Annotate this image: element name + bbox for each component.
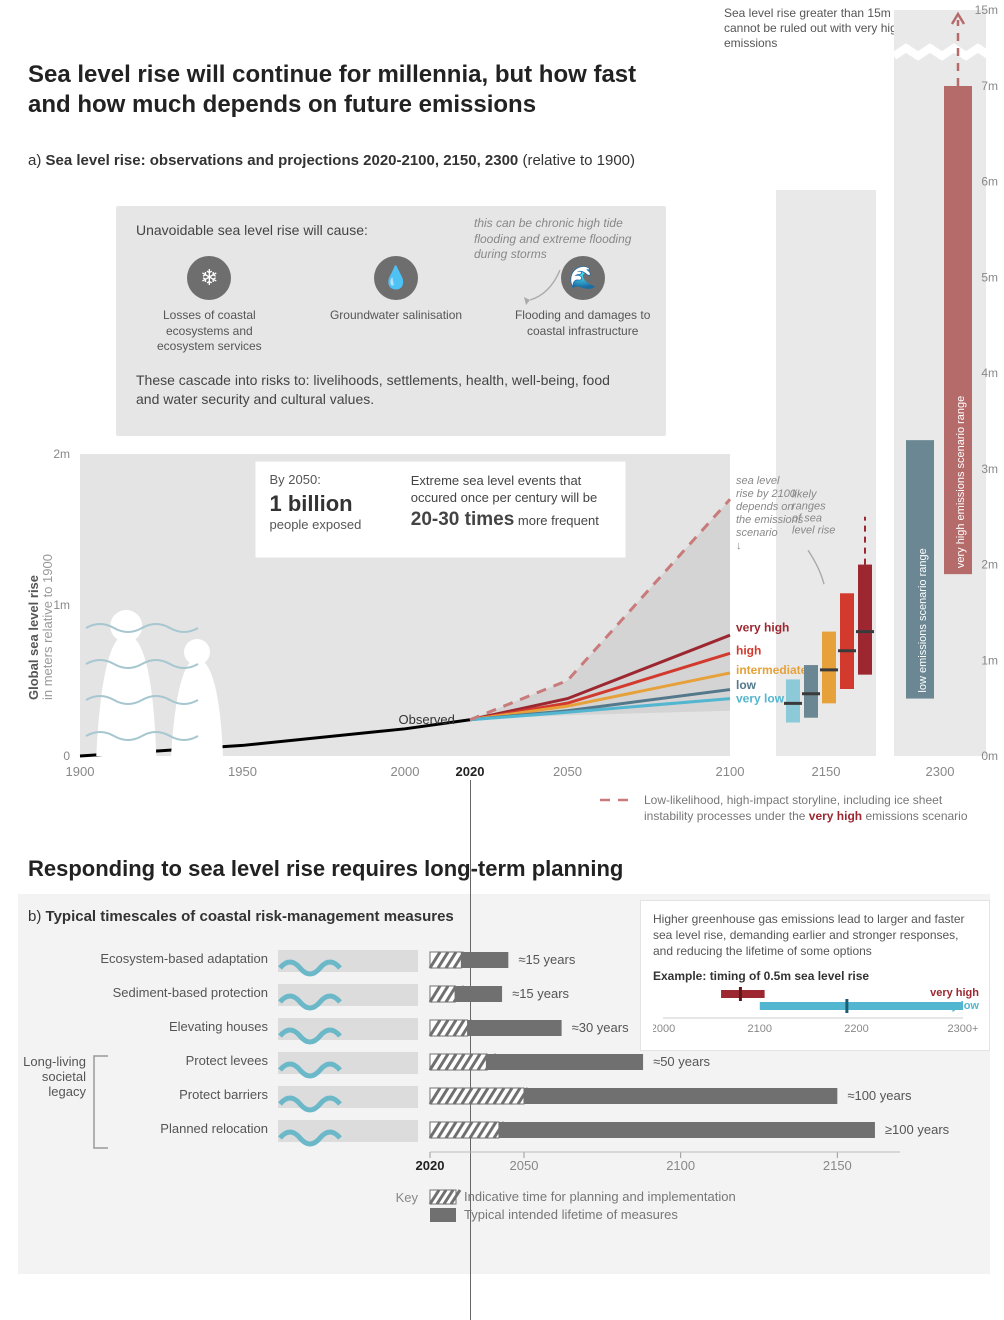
info-box-content: By 2050:1 billionpeople exposedExtreme s…: [270, 472, 620, 533]
measure-years: ≈30 years: [572, 1020, 629, 1035]
section-b-title: Responding to sea level rise requires lo…: [28, 856, 728, 882]
x-tick: 2100: [716, 764, 745, 779]
bar2300-low-label: low emissions scenario range: [917, 548, 929, 692]
callout-icon: 💧: [374, 256, 418, 300]
b-x-tick: 2020: [416, 1158, 445, 1173]
life-bar: [524, 1088, 837, 1104]
inset-box: Higher greenhouse gas emissions lead to …: [640, 900, 990, 1051]
right-tick: 1m: [981, 653, 998, 667]
x-tick: 2000: [391, 764, 420, 779]
inset-note: Higher greenhouse gas emissions lead to …: [653, 911, 977, 960]
box2150-very_high: [858, 565, 872, 675]
key-label: Key: [396, 1190, 419, 1205]
x-tick-2300: 2300: [926, 764, 955, 779]
y-tick: 2m: [53, 447, 70, 461]
right-tick: 6m: [981, 175, 998, 189]
y-tick: 0: [63, 749, 70, 763]
measure-years: ≈50 years: [653, 1054, 710, 1069]
right-tick: 5m: [981, 270, 998, 284]
b-x-tick: 2100: [666, 1158, 695, 1173]
callout-item-label: Groundwater salinisation: [323, 308, 470, 324]
right-tick-15: 15m: [975, 3, 998, 17]
key-plan: Indicative time for planning and impleme…: [464, 1189, 736, 1204]
life-bar: [468, 1020, 562, 1036]
proj-label: high: [736, 643, 761, 657]
measure-label: Planned relocation: [160, 1121, 268, 1136]
box2150-very_low: [786, 679, 800, 722]
bar2300-vh-label: very high emissions scenario range: [955, 396, 967, 568]
box2150-high: [840, 593, 854, 689]
measure-years: ≈100 years: [847, 1088, 912, 1103]
flood-note: this can be chronic high tide flooding a…: [474, 216, 644, 263]
measure-label: Protect levees: [186, 1053, 269, 1068]
brace: [94, 1056, 108, 1148]
y-tick: 1m: [53, 598, 70, 612]
b-x-tick: 2150: [823, 1158, 852, 1173]
callout-item-label: Flooding and damages to coastal infrastr…: [509, 308, 656, 339]
life-bar: [455, 986, 502, 1002]
measure-label: Protect barriers: [179, 1087, 268, 1102]
measure-years: ≥100 years: [885, 1122, 950, 1137]
inset-example-label: Example: timing of 0.5m sea level rise: [653, 968, 977, 984]
inset-vh: [721, 990, 765, 998]
right-tick: 2m: [981, 558, 998, 572]
x-tick: 1950: [228, 764, 257, 779]
right-tick: 7m: [981, 79, 998, 93]
proj-label: intermediate: [736, 663, 808, 677]
proj-label: very high: [736, 621, 789, 635]
box2150-intermediate: [822, 632, 836, 704]
box2150-low: [804, 665, 818, 718]
life-bar: [486, 1054, 643, 1070]
x-tick: 1900: [66, 764, 95, 779]
life-bar: [499, 1122, 875, 1138]
right-tick: 0m: [981, 749, 998, 763]
x-tick-2150: 2150: [812, 764, 841, 779]
x-tick: 2020: [456, 764, 485, 779]
proj-label: very low: [736, 692, 785, 706]
key-life: Typical intended lifetime of measures: [464, 1207, 678, 1222]
inset-tick: 2200: [844, 1023, 868, 1035]
measure-years: ≈15 years: [518, 952, 575, 967]
b-x-tick: 2050: [510, 1158, 539, 1173]
life-bar: [461, 952, 508, 968]
observed-label: Observed: [399, 712, 455, 727]
legend-dash-text: Low-likelihood, high-impact storyline, i…: [644, 792, 990, 824]
long-living-label: Long-livingsocietallegacy: [23, 1054, 86, 1099]
callout-cascade: These cascade into risks to: livelihoods…: [136, 371, 636, 410]
proj-label: low: [736, 678, 757, 692]
panel-b-heading: b) Typical timescales of coastal risk-ma…: [28, 908, 454, 925]
measure-label: Sediment-based protection: [113, 985, 268, 1000]
x-tick: 2050: [553, 764, 582, 779]
measure-years: ≈15 years: [512, 986, 569, 1001]
inset-vl: [760, 1002, 963, 1010]
measure-label: Ecosystem-based adaptation: [100, 951, 268, 966]
right-tick: 4m: [981, 366, 998, 380]
callout-item-label: Losses of coastal ecosystems and ecosyst…: [136, 308, 283, 355]
inset-tick: 2300+: [948, 1023, 979, 1035]
y-axis-title: Global sea level risein meters relative …: [26, 554, 55, 700]
svg-text:very high: very high: [930, 987, 979, 999]
right-tick: 3m: [981, 462, 998, 476]
measure-label: Elevating houses: [169, 1019, 269, 1034]
callout-icon: ❄: [187, 256, 231, 300]
inset-tick: 2100: [748, 1023, 772, 1035]
svg-text:very low: very low: [935, 1000, 979, 1012]
inset-tick: 2000: [653, 1023, 675, 1035]
